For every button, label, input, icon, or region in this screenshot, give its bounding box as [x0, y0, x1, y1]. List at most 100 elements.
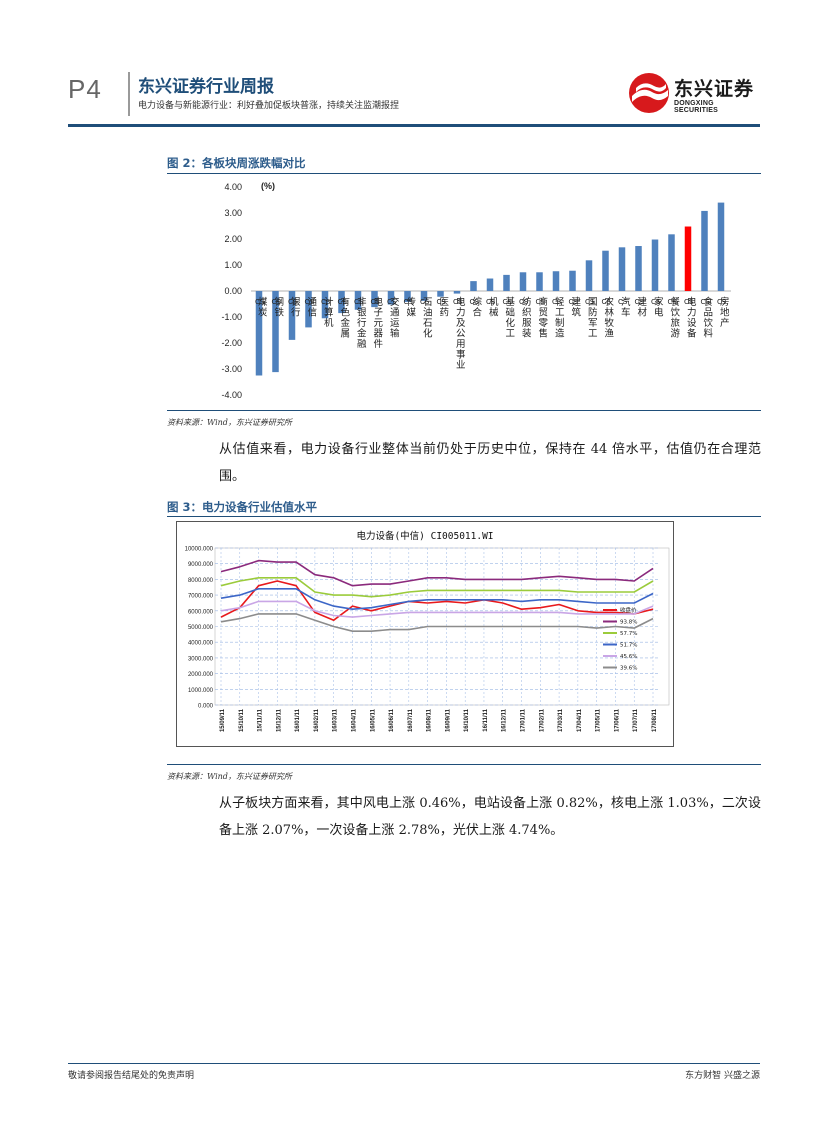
category-label: CS汽车 — [618, 296, 631, 319]
category-label: CS商贸零售 — [536, 296, 549, 340]
y-tick-label: 8000.000 — [188, 578, 214, 584]
figure2-bottom-rule — [167, 410, 761, 411]
y-tick-label: 2.00 — [224, 234, 242, 244]
y-tick-label: 10000.000 — [185, 547, 214, 553]
bar — [338, 291, 345, 314]
chart-title: 电力设备(中信) CI005011.WI — [356, 530, 493, 542]
category-label: CS机械 — [486, 296, 499, 319]
figure3-line-chart: 电力设备(中信) CI005011.WI 10000.000 9000.000 800… — [185, 530, 670, 732]
series-line — [220, 559, 654, 587]
bar — [635, 246, 642, 291]
y-tick-label: 0.00 — [224, 286, 242, 296]
y-tick-label: 1.00 — [224, 260, 242, 270]
bar — [255, 291, 263, 376]
category-label: CS轻工制造 — [552, 296, 565, 340]
x-tick-label: 16/05/11 — [370, 708, 376, 732]
x-tick-label: 15/09/11 — [220, 708, 226, 732]
x-tick-label: 16/02/11 — [314, 708, 320, 732]
legend-label: 57.7% — [620, 631, 637, 637]
category-label: CS钢铁 — [272, 296, 285, 319]
x-tick-label: 16/03/11 — [333, 708, 339, 732]
x-tick-label: 16/08/11 — [427, 708, 433, 732]
logo-text-cn: 东兴证券 — [674, 78, 755, 100]
y-tick-label: 2000.000 — [188, 672, 214, 678]
x-tick-label: 15/11/11 — [258, 708, 264, 731]
bar — [651, 239, 659, 291]
figure2-title: 图 2：各板块周涨跌幅对比 — [167, 156, 306, 170]
bar — [552, 271, 560, 291]
y-axis-unit: (%) — [261, 181, 275, 191]
x-tick-label: 16/10/11 — [464, 708, 470, 732]
figure3-bottom-rule — [167, 764, 761, 765]
x-tick-label: 15/12/11 — [276, 708, 282, 732]
bar — [437, 291, 444, 297]
bar — [305, 291, 312, 328]
bar — [602, 250, 609, 291]
x-tick-label: 17/03/11 — [558, 708, 564, 732]
y-tick-label: 7000.000 — [188, 594, 214, 600]
legend-label: 收盘价 — [620, 606, 637, 614]
bar — [486, 278, 494, 291]
bar — [354, 291, 362, 310]
category-label: CS餐饮旅游 — [668, 296, 681, 340]
category-label: CS非银行金融 — [354, 296, 367, 350]
x-tick-label: 16/11/11 — [483, 708, 489, 731]
bar — [453, 291, 461, 294]
bar — [288, 291, 296, 340]
category-label: CS建筑 — [569, 296, 582, 319]
x-tick-label: 16/12/11 — [502, 708, 508, 732]
category-label: CS医药 — [437, 297, 450, 319]
x-tick-label: 16/04/11 — [351, 708, 357, 732]
category-label: CS房地产 — [717, 296, 730, 329]
category-label: CS基础化工 — [503, 296, 516, 340]
legend-label: 39.6% — [620, 666, 637, 672]
bar — [387, 291, 395, 305]
bar — [371, 291, 378, 308]
x-tick-label: 16/06/11 — [389, 708, 395, 732]
legend-label: 45.6% — [620, 654, 637, 660]
bar — [684, 226, 692, 291]
figure3-chart-frame: 电力设备(中信) CI005011.WI 10000.000 9000.000 800… — [176, 521, 674, 747]
category-label: CS煤炭 — [255, 296, 268, 319]
logo-text-en: DONGXING SECURITIES — [674, 100, 719, 114]
bar — [569, 270, 576, 291]
footer-slogan: 东方财智 兴盛之源 — [685, 1071, 760, 1081]
x-tick-label: 15/10/11 — [239, 708, 245, 732]
bar — [519, 272, 527, 291]
footer-disclaimer: 敬请参阅报告结尾处的免责声明 — [68, 1071, 195, 1081]
legend-label: 51.7% — [620, 643, 637, 649]
x-tick-label: 17/02/11 — [539, 708, 545, 732]
bar — [470, 281, 477, 291]
header-divider — [128, 72, 130, 116]
y-tick-label: 3000.000 — [188, 656, 214, 662]
category-label: CS家电 — [651, 296, 664, 319]
figure3-source: 资料来源：Wind，东兴证券研究所 — [167, 772, 292, 781]
category-label: CS交通运输 — [387, 296, 400, 340]
bar — [717, 202, 725, 291]
y-tick-label: -3.00 — [221, 364, 242, 374]
x-tick-label: 17/06/11 — [614, 708, 620, 732]
bar — [536, 272, 543, 291]
figure2-source: 资料来源：Wind，东兴证券研究所 — [167, 418, 292, 427]
bar — [618, 247, 626, 291]
header-rule — [68, 124, 760, 127]
category-label: CS银行 — [288, 296, 301, 319]
logo-emblem-icon — [629, 73, 669, 113]
x-tick-label: 17/04/11 — [577, 708, 583, 732]
y-tick-label: -4.00 — [221, 390, 242, 400]
legend-label: 93.8% — [620, 620, 637, 626]
y-tick-label: -2.00 — [221, 338, 242, 348]
category-label: CS通信 — [305, 297, 318, 319]
series-line — [220, 600, 654, 618]
y-tick-label: 1000.000 — [188, 688, 214, 694]
category-label: CS食品饮料 — [701, 296, 714, 340]
x-tick-label: 17/05/11 — [596, 708, 602, 732]
bar — [321, 291, 329, 319]
y-tick-label: 4.00 — [224, 182, 242, 192]
category-label: CS电力设备 — [684, 296, 697, 340]
y-tick-label: -1.00 — [221, 312, 242, 322]
bar — [585, 260, 593, 291]
report-subtitle: 电力设备与新能源行业：利好叠加促板块普涨，持续关注监潮报捏 — [138, 101, 400, 111]
figure2-bar-chart: 4.00 3.00 2.00 1.00 0.00 -1.00 -2.00 -3.00 -4.00… — [221, 181, 731, 400]
bar — [272, 291, 279, 373]
